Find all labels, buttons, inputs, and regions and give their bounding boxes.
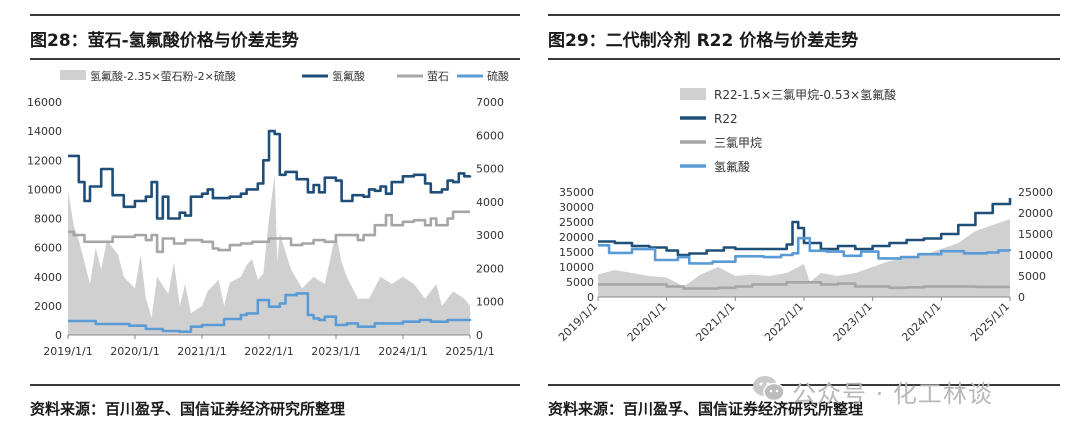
title-rule — [548, 58, 1060, 60]
chart-title-right: 图29：二代制冷剂 R22 价格与价差走势 — [548, 31, 859, 51]
y-left-tick-label: 4000 — [34, 271, 62, 284]
y-right-tick-label: 0 — [1018, 291, 1025, 304]
series-line — [598, 198, 1012, 257]
watermark: 公众号 · 化工林谈 — [752, 370, 1052, 410]
y-left-tick-label: 5000 — [566, 276, 594, 289]
x-tick-label: 2019/1/1 — [43, 345, 92, 358]
x-tick-label: 2025/1/1 — [968, 300, 1012, 344]
y-right-tick-label: 20000 — [1018, 207, 1053, 220]
x-tick-label: 2020/1/1 — [625, 300, 669, 344]
top-rule — [30, 14, 520, 16]
series-line — [68, 129, 472, 220]
series-area — [68, 174, 470, 335]
top-rule — [548, 14, 1060, 16]
legend-label: 氢氟酸 — [714, 159, 750, 174]
x-tick-label: 2023/1/1 — [311, 345, 360, 358]
y-left-tick-label: 10000 — [559, 261, 594, 274]
y-left-tick-label: 35000 — [559, 186, 594, 199]
source-rule — [548, 384, 1060, 386]
legend-label: 氢氟酸 — [332, 69, 365, 83]
y-right-tick-label: 0 — [476, 329, 483, 342]
y-left-tick-label: 10000 — [27, 183, 62, 196]
legend-label: R22 — [714, 112, 738, 126]
legend-label: R22-1.5×三氯甲烷-0.53×氢氟酸 — [714, 87, 896, 102]
y-left-tick-label: 25000 — [559, 216, 594, 229]
y-right-tick-label: 5000 — [1018, 270, 1046, 283]
series-area — [598, 219, 1010, 297]
x-tick-label: 2024/1/1 — [378, 345, 427, 358]
x-tick-label: 2022/1/1 — [244, 345, 293, 358]
x-tick-label: 2021/1/1 — [693, 300, 737, 344]
y-left-tick-label: 14000 — [27, 125, 62, 138]
y-left-tick-label: 2000 — [34, 300, 62, 313]
chart-left: 0 2000 4000 6000 8000 10000 12000 14000 16000 0 10… — [27, 69, 509, 358]
y-right-tick-label: 1000 — [476, 296, 504, 309]
y-left-tick-label: 30000 — [559, 201, 594, 214]
y-left-tick-label: 8000 — [34, 213, 62, 226]
y-right-tick-label: 10000 — [1018, 249, 1053, 262]
y-right-tick-label: 2000 — [476, 262, 504, 275]
y-left-tick-label: 6000 — [34, 242, 62, 255]
chart-title-left: 图28：萤石-氢氟酸价格与价差走势 — [30, 31, 299, 51]
y-right-tick-label: 4000 — [476, 196, 504, 209]
title-rule — [30, 58, 520, 60]
x-tick-label: 2019/1/1 — [556, 300, 600, 344]
chart-right: 0 5000 10000 15000 20000 25000 30000 35000 0 5000… — [556, 87, 1053, 344]
legend-swatch — [60, 70, 86, 80]
legend-label: 硫酸 — [487, 69, 509, 83]
panel-right: 图29：二代制冷剂 R22 价格与价差走势 0 5000 10000 15000 200… — [540, 0, 1080, 434]
y-right-tick-label: 25000 — [1018, 186, 1053, 199]
series-line — [598, 236, 1012, 265]
wechat-icon — [753, 376, 785, 402]
source-left: 资料来源：百川盈孚、国信证券经济研究所整理 — [30, 400, 346, 418]
x-tick-label: 2023/1/1 — [831, 300, 875, 344]
x-tick-label: 2021/1/1 — [177, 345, 226, 358]
series-line — [598, 281, 1010, 290]
x-tick-label: 2020/1/1 — [110, 345, 159, 358]
y-left-tick-label: 16000 — [27, 96, 62, 109]
x-tick-label: 2025/1/1 — [445, 345, 494, 358]
x-tick-label: 2024/1/1 — [899, 300, 943, 344]
y-right-tick-label: 3000 — [476, 229, 504, 242]
y-right-tick-label: 6000 — [476, 129, 504, 142]
y-right-tick-label: 15000 — [1018, 228, 1053, 241]
y-right-tick-label: 5000 — [476, 163, 504, 176]
source-rule — [30, 384, 520, 386]
panel-left: 图28：萤石-氢氟酸价格与价差走势 0 2000 4000 6000 8000 10000… — [0, 0, 520, 434]
legend-label: 三氯甲烷 — [714, 136, 762, 150]
y-left-tick-label: 15000 — [559, 246, 594, 259]
legend-label: 氢氟酸-2.35×萤石粉-2×硫酸 — [90, 69, 236, 83]
watermark-text: 公众号 · 化工林谈 — [792, 380, 993, 408]
y-left-tick-label: 12000 — [27, 154, 62, 167]
legend-swatch — [680, 88, 706, 100]
y-left-tick-label: 0 — [587, 291, 594, 304]
series-line — [68, 292, 472, 333]
y-left-tick-label: 0 — [55, 329, 62, 342]
source-right: 资料来源：百川盈孚、国信证券经济研究所整理 — [548, 400, 864, 418]
y-right-tick-label: 7000 — [476, 96, 504, 109]
series-line — [68, 210, 470, 254]
x-tick-label: 2022/1/1 — [762, 300, 806, 344]
y-left-tick-label: 20000 — [559, 231, 594, 244]
legend-label: 萤石 — [427, 70, 449, 83]
